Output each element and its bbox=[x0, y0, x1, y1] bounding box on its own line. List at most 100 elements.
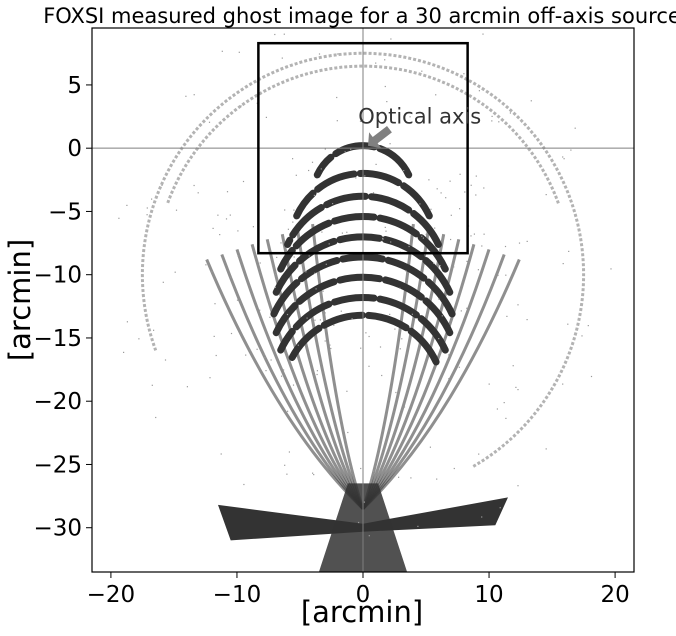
speckle-dot bbox=[265, 116, 267, 118]
vee-right-7 bbox=[361, 253, 506, 510]
speckle-dot bbox=[483, 187, 485, 189]
speckle-dot bbox=[384, 226, 386, 228]
speckle-dot bbox=[312, 236, 314, 238]
speckle-dot bbox=[365, 332, 367, 334]
speckle-dot bbox=[517, 304, 519, 306]
speckle-dot bbox=[220, 453, 222, 455]
speckle-dot bbox=[226, 191, 229, 193]
speckle-dot bbox=[319, 319, 321, 321]
speckle-dot bbox=[450, 238, 452, 241]
speckle-dot bbox=[545, 448, 547, 450]
speckle-dot bbox=[341, 232, 343, 234]
speckle-dot bbox=[358, 521, 360, 524]
scattered-counts bbox=[118, 33, 612, 537]
speckle-dot bbox=[445, 197, 447, 199]
speckle-dot bbox=[478, 453, 480, 455]
vee-right-8 bbox=[361, 258, 521, 510]
speckle-dot bbox=[321, 231, 323, 233]
speckle-dot bbox=[428, 179, 430, 181]
speckle-dot bbox=[570, 149, 572, 151]
speckle-dot bbox=[311, 161, 314, 163]
speckle-dot bbox=[237, 255, 239, 257]
speckle-dot bbox=[237, 230, 239, 232]
speckle-dot bbox=[506, 315, 508, 317]
speckle-dot bbox=[336, 120, 338, 122]
speckle-dot bbox=[488, 383, 490, 385]
speckle-dot bbox=[225, 218, 228, 220]
speckle-dot bbox=[327, 463, 329, 465]
speckle-dot bbox=[346, 390, 348, 392]
speckle-dot bbox=[460, 310, 462, 312]
speckle-dot bbox=[324, 148, 326, 150]
vee-left-7 bbox=[220, 253, 365, 510]
speckle-dot bbox=[610, 268, 612, 270]
speckle-dot bbox=[504, 245, 507, 248]
speckle-dot bbox=[324, 340, 326, 342]
speckle-dot bbox=[281, 375, 283, 377]
speckle-dot bbox=[219, 234, 221, 236]
y-tick-label: −20 bbox=[33, 389, 82, 415]
speckle-dot bbox=[368, 535, 370, 537]
speckle-dot bbox=[281, 57, 283, 59]
speckle-dot bbox=[517, 389, 519, 391]
speckle-dot bbox=[530, 100, 532, 102]
speckle-dot bbox=[164, 359, 167, 361]
speckle-dot bbox=[208, 121, 211, 123]
speckle-dot bbox=[271, 265, 274, 267]
speckle-dot bbox=[470, 184, 472, 186]
speckle-dot bbox=[440, 192, 442, 194]
outer-ghost-rings bbox=[140, 51, 586, 468]
speckle-dot bbox=[322, 318, 325, 320]
speckle-dot bbox=[359, 120, 362, 122]
speckle-dot bbox=[477, 269, 479, 271]
speckle-dot bbox=[368, 365, 370, 367]
speckle-dot bbox=[410, 477, 412, 479]
speckle-dot bbox=[481, 516, 483, 518]
speckle-dot bbox=[475, 175, 477, 177]
speckle-dot bbox=[205, 264, 207, 266]
speckle-dot bbox=[209, 377, 211, 379]
speckle-dot bbox=[293, 209, 295, 211]
speckle-dot bbox=[263, 353, 265, 355]
speckle-dot bbox=[382, 238, 384, 240]
y-tick-label: −30 bbox=[33, 516, 82, 542]
speckle-dot bbox=[390, 38, 392, 40]
speckle-dot bbox=[421, 235, 423, 237]
speckle-dot bbox=[403, 406, 406, 408]
speckle-dot bbox=[330, 347, 332, 350]
speckle-dot bbox=[351, 318, 353, 320]
speckle-dot bbox=[386, 101, 388, 103]
speckle-dot bbox=[411, 313, 413, 315]
speckle-dot bbox=[449, 180, 451, 182]
x-axis-label: [arcmin] bbox=[301, 595, 423, 629]
speckle-dot bbox=[470, 235, 472, 237]
speckle-dot bbox=[332, 203, 334, 205]
speckle-dot bbox=[230, 332, 233, 335]
speckle-dot bbox=[126, 204, 128, 206]
speckle-dot bbox=[526, 240, 528, 242]
speckle-dot bbox=[213, 335, 215, 337]
speckle-dot bbox=[186, 386, 188, 388]
speckle-dot bbox=[590, 375, 593, 378]
speckle-dot bbox=[453, 266, 455, 268]
speckle-dot bbox=[292, 221, 294, 223]
speckle-dot bbox=[118, 217, 120, 219]
speckle-dot bbox=[297, 344, 299, 346]
speckle-dot bbox=[372, 192, 375, 194]
speckle-dot bbox=[473, 233, 475, 235]
speckle-dot bbox=[448, 354, 450, 356]
speckle-dot bbox=[433, 262, 435, 264]
speckle-dot bbox=[151, 198, 153, 200]
speckle-dot bbox=[221, 50, 223, 52]
vee-left-8 bbox=[205, 258, 365, 510]
speckle-dot bbox=[347, 431, 349, 434]
speckle-dot bbox=[574, 127, 576, 129]
speckle-dot bbox=[459, 173, 461, 175]
speckle-dot bbox=[355, 177, 357, 179]
y-axis-ticks: 5 0 −5 −10 −15 −20 −25 −30 bbox=[33, 73, 92, 542]
speckle-dot bbox=[379, 346, 382, 348]
speckle-dot bbox=[256, 348, 258, 350]
speckle-dot bbox=[243, 483, 245, 486]
speckle-dot bbox=[153, 329, 155, 331]
speckle-dot bbox=[175, 209, 178, 211]
